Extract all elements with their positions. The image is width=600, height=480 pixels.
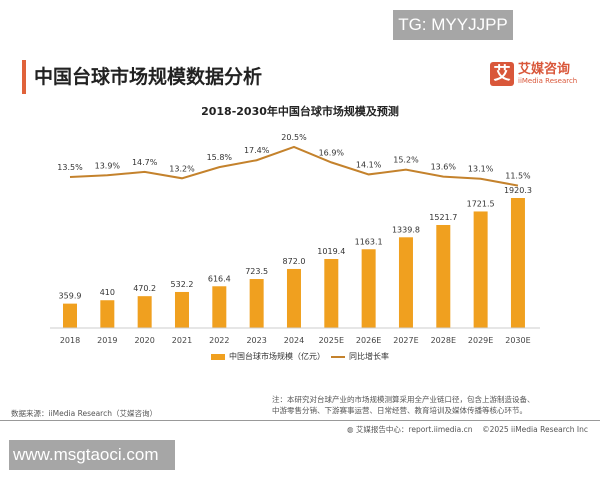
line-label: 13.2%	[169, 164, 195, 173]
bar	[473, 211, 488, 328]
bar-label: 723.5	[245, 267, 268, 276]
bar	[286, 268, 301, 328]
watermark-bottom: www.msgtaoci.com	[9, 440, 175, 470]
legend-line-label: 同比增长率	[349, 352, 389, 361]
growth-line	[69, 145, 519, 187]
note-line-2: 中游零售分销、下游赛事运营、日常经营、教育培训及媒体传播等核心环节。	[272, 406, 527, 415]
bar-label: 872.0	[283, 257, 306, 266]
line-label: 15.8%	[207, 153, 233, 162]
bar-label: 1721.5	[467, 199, 495, 208]
legend-bar-label: 中国台球市场规模（亿元）	[229, 352, 325, 361]
x-tick-label: 2023	[246, 336, 266, 345]
logo-en: iiMedia Research	[518, 76, 578, 85]
bar	[100, 300, 115, 328]
bar	[436, 224, 451, 328]
line-label: 13.6%	[431, 163, 457, 172]
bar	[174, 291, 189, 328]
footer: ◍ 艾媒报告中心：report.iimedia.cn ©2025 iiMedia…	[347, 424, 588, 435]
x-tick-label: 2024	[284, 336, 304, 345]
line-label: 14.1%	[356, 160, 382, 169]
bar-label: 532.2	[171, 280, 194, 289]
bar-label: 1019.4	[317, 247, 345, 256]
bar-label: 1339.8	[392, 225, 420, 234]
legend: 中国台球市场规模（亿元） 同比增长率	[0, 351, 600, 362]
bar	[212, 286, 227, 328]
logo: 艾 艾媒咨询 iiMedia Research	[490, 62, 577, 86]
logo-mark: 艾	[490, 62, 514, 86]
title-accent-bar	[22, 60, 26, 94]
page-title: 中国台球市场规模数据分析	[34, 66, 263, 88]
globe-icon: ◍	[346, 425, 356, 434]
divider	[0, 420, 600, 421]
logo-cn: 艾媒咨询	[518, 61, 571, 77]
x-tick-label: 2021	[172, 336, 192, 345]
x-tick-label: 2027E	[393, 336, 418, 345]
line-label: 14.7%	[132, 158, 158, 167]
line-label: 13.5%	[57, 163, 83, 172]
bar-label: 1521.7	[429, 213, 457, 222]
x-tick-label: 2018	[60, 336, 80, 345]
x-tick-label: 2026E	[356, 336, 381, 345]
bar	[398, 237, 413, 328]
copyright: ©2025 iiMedia Research Inc	[482, 425, 588, 434]
line-label: 15.2%	[393, 156, 419, 165]
bar-label: 359.9	[59, 292, 82, 301]
x-tick-label: 2029E	[468, 336, 493, 345]
x-tick-label: 2022	[209, 336, 229, 345]
bar-label: 616.4	[208, 274, 231, 283]
note: 注：本研究对台球产业的市场规模测算采用全产业链口径，包含上游制造设备、 中游零售…	[272, 394, 535, 416]
bar	[510, 198, 525, 328]
bar	[361, 249, 376, 328]
chart: 359.9 2018 410 2019 470.2 2020 532.2 2021 616.4 2…	[50, 133, 540, 345]
bar-label: 1163.1	[355, 237, 383, 246]
bar	[324, 258, 339, 328]
line-label: 13.9%	[95, 161, 121, 170]
x-tick-label: 2028E	[431, 336, 456, 345]
x-tick-label: 2025E	[319, 336, 344, 345]
line-label: 17.4%	[244, 146, 270, 155]
bar	[63, 303, 77, 328]
report-link[interactable]: 艾媒报告中心：report.iimedia.cn	[355, 425, 473, 434]
bar	[249, 279, 264, 328]
bar-label: 410	[100, 288, 115, 297]
bar	[137, 296, 152, 328]
data-source: 数据来源：iiMedia Research（艾媒咨询）	[11, 409, 157, 418]
watermark-top: TG: MYYJJPP	[393, 10, 513, 40]
line-label: 13.1%	[468, 165, 494, 174]
x-tick-label: 2020	[134, 336, 154, 345]
chart-title: 2018-2030年中国台球市场规模及预测	[201, 105, 399, 118]
line-label: 20.5%	[281, 133, 307, 142]
line-label: 11.5%	[505, 172, 531, 181]
note-line-1: 注：本研究对台球产业的市场规模测算采用全产业链口径，包含上游制造设备、	[272, 395, 535, 404]
x-tick-label: 2030E	[505, 336, 530, 345]
legend-bar-swatch	[211, 353, 225, 360]
bar-label: 1920.3	[504, 186, 532, 195]
x-tick-label: 2019	[97, 336, 117, 345]
legend-line-swatch	[331, 355, 345, 358]
line-label: 16.9%	[319, 148, 345, 157]
bar-label: 470.2	[133, 284, 156, 293]
